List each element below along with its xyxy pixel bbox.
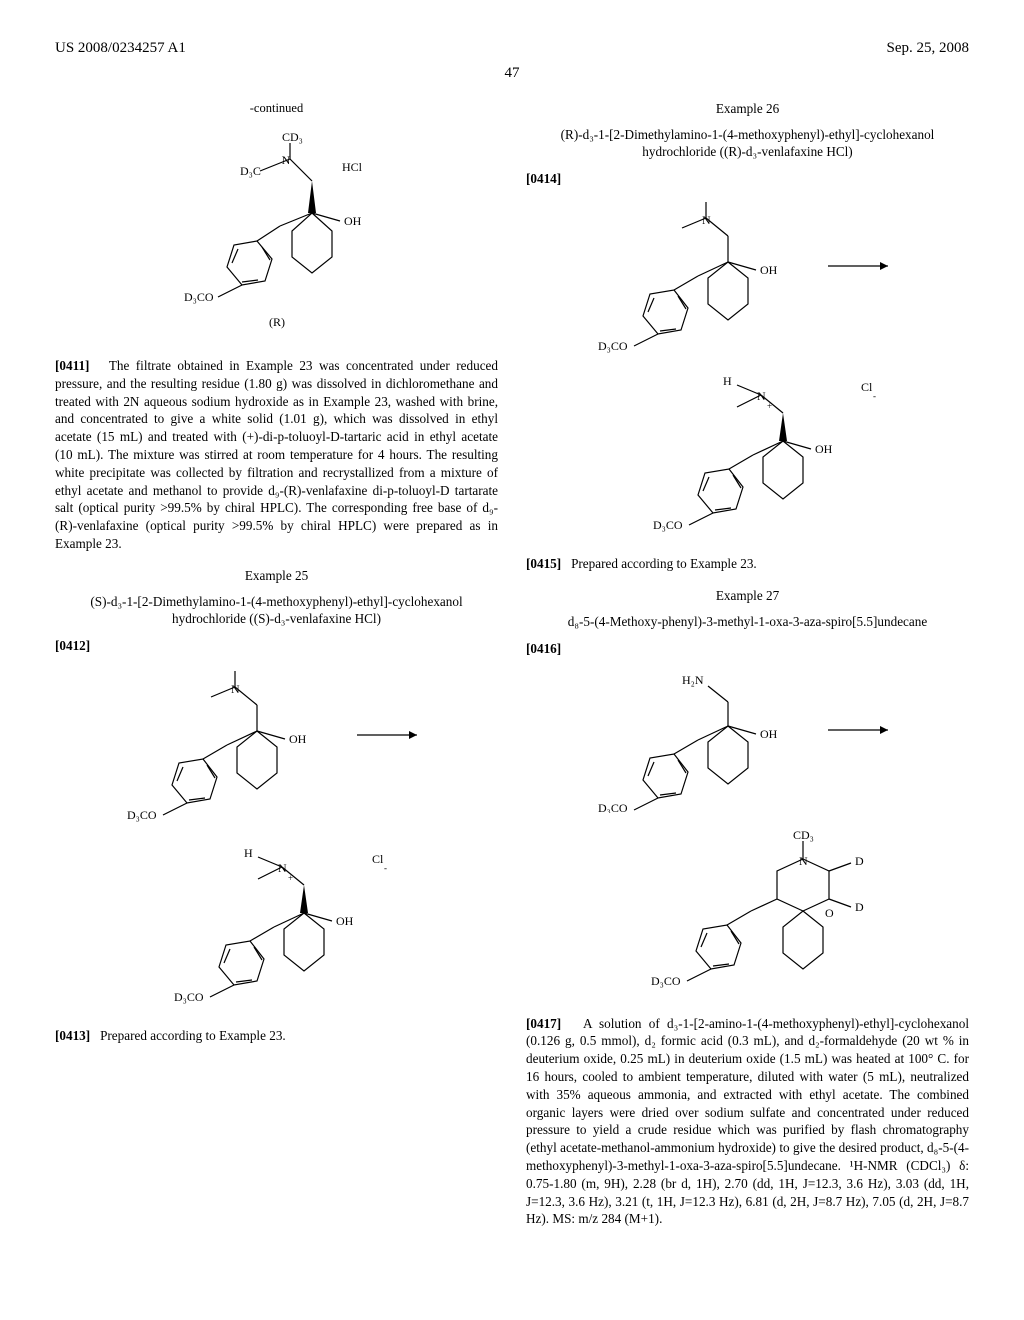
label-oh: OH bbox=[815, 442, 833, 456]
label-cl: Cl bbox=[372, 852, 384, 866]
paragraph-0413: [0413] Prepared according to Example 23. bbox=[55, 1027, 498, 1045]
label-d3co: D₃CO bbox=[598, 339, 628, 353]
para-text-0411: The filtrate obtained in Example 23 was … bbox=[55, 358, 498, 551]
para-num-0417: [0417] bbox=[526, 1016, 561, 1031]
para-num-0411: [0411] bbox=[55, 358, 89, 373]
label-cd3: CD₃ bbox=[793, 829, 814, 842]
label-d1: D bbox=[855, 854, 864, 868]
label-oh: OH bbox=[344, 214, 362, 228]
label-hcl: HCl bbox=[342, 160, 363, 174]
example-26-sub: (R)-d₃-1-[2-Dimethylamino-1-(4-methoxyph… bbox=[526, 126, 969, 160]
label-n: N bbox=[231, 682, 240, 696]
label-minus: - bbox=[384, 863, 387, 873]
para-text-0415: Prepared according to Example 23. bbox=[571, 556, 757, 571]
label-n: N bbox=[702, 213, 711, 227]
chem-structure-27a: H₂N OH D₃CO bbox=[526, 668, 969, 813]
paragraph-0417: [0417] A solution of d₃-1-[2-amino-1-(4-… bbox=[526, 1015, 969, 1229]
continued-label: -continued bbox=[55, 100, 498, 117]
label-d3co: D₃CO bbox=[651, 974, 681, 988]
label-cl: Cl bbox=[861, 380, 873, 394]
chem-structure-r-d9: CD₃ N D₃C HCl OH D₃CO (R) bbox=[55, 131, 498, 341]
paragraph-0415: [0415] Prepared according to Example 23. bbox=[526, 555, 969, 573]
example-27-title: Example 27 bbox=[526, 587, 969, 605]
chem-structure-25b: H N + Cl - OH D₃CO bbox=[55, 841, 498, 1011]
label-d3co: D₃CO bbox=[184, 290, 214, 304]
paragraph-0412: [0412] bbox=[55, 637, 498, 655]
label-n: N bbox=[278, 861, 287, 875]
example-27-sub: d₈-5-(4-Methoxy-phenyl)-3-methyl-1-oxa-3… bbox=[526, 613, 969, 630]
label-n: N bbox=[281, 153, 290, 167]
label-minus: - bbox=[873, 391, 876, 401]
chem-structure-26a: N OH D₃CO bbox=[526, 198, 969, 353]
label-d3co: D₃CO bbox=[653, 518, 683, 532]
two-column-layout: -continued bbox=[55, 100, 969, 1238]
paragraph-0414: [0414] bbox=[526, 170, 969, 188]
label-n: N bbox=[757, 389, 766, 403]
label-n: N bbox=[799, 854, 808, 868]
label-plus: + bbox=[767, 401, 772, 411]
page-number: 47 bbox=[55, 65, 969, 82]
label-d3co: D₃CO bbox=[598, 801, 628, 813]
example-26-title: Example 26 bbox=[526, 100, 969, 118]
para-num-0412: [0412] bbox=[55, 638, 90, 653]
label-stereo: (R) bbox=[269, 315, 285, 329]
left-column: -continued bbox=[55, 100, 498, 1238]
para-num-0413: [0413] bbox=[55, 1028, 90, 1043]
patent-number: US 2008/0234257 A1 bbox=[55, 40, 186, 57]
label-h: H bbox=[723, 374, 732, 388]
chem-structure-27b: CD₃ N D D O D₃CO bbox=[526, 829, 969, 999]
label-oh: OH bbox=[289, 732, 307, 746]
paragraph-0416: [0416] bbox=[526, 640, 969, 658]
label-d3co: D₃CO bbox=[127, 808, 157, 822]
example-25-title: Example 25 bbox=[55, 567, 498, 585]
label-cd3: CD₃ bbox=[282, 131, 303, 144]
patent-date: Sep. 25, 2008 bbox=[887, 40, 970, 57]
label-d3c: D₃C bbox=[240, 164, 261, 178]
para-num-0414: [0414] bbox=[526, 171, 561, 186]
page-header: US 2008/0234257 A1 Sep. 25, 2008 bbox=[55, 40, 969, 57]
para-text-0413: Prepared according to Example 23. bbox=[100, 1028, 286, 1043]
right-column: Example 26 (R)-d₃-1-[2-Dimethylamino-1-(… bbox=[526, 100, 969, 1238]
label-o: O bbox=[825, 906, 834, 920]
example-25-sub: (S)-d₃-1-[2-Dimethylamino-1-(4-methoxyph… bbox=[55, 593, 498, 627]
label-h: H bbox=[244, 846, 253, 860]
label-oh: OH bbox=[760, 727, 778, 741]
para-text-0417: A solution of d₃-1-[2-amino-1-(4-methoxy… bbox=[526, 1016, 969, 1227]
label-d3co: D₃CO bbox=[174, 990, 204, 1004]
para-num-0415: [0415] bbox=[526, 556, 561, 571]
label-oh: OH bbox=[336, 914, 354, 928]
para-num-0416: [0416] bbox=[526, 641, 561, 656]
patent-page: US 2008/0234257 A1 Sep. 25, 2008 47 -con… bbox=[0, 0, 1024, 1278]
chem-structure-25a: N OH D₃CO bbox=[55, 665, 498, 825]
label-d2: D bbox=[855, 900, 864, 914]
label-plus: + bbox=[288, 873, 293, 883]
paragraph-0411: [0411] The filtrate obtained in Example … bbox=[55, 357, 498, 553]
label-h2n: H₂N bbox=[682, 673, 704, 687]
label-oh: OH bbox=[760, 263, 778, 277]
chem-structure-26b: H N + Cl - OH D₃CO bbox=[526, 369, 969, 539]
